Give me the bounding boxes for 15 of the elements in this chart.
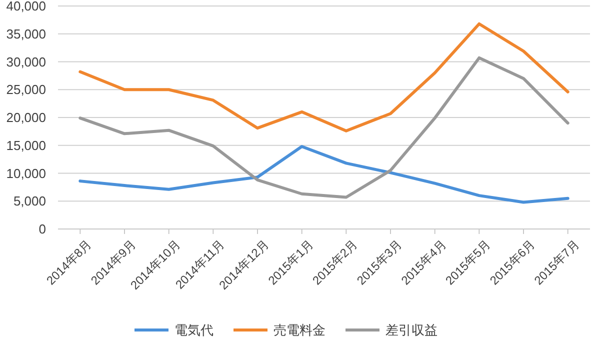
y-tick-label: 30,000: [6, 54, 46, 70]
y-tick-label: 35,000: [6, 26, 46, 42]
y-tick-label: 20,000: [6, 110, 46, 126]
legend-label: 差引収益: [386, 322, 438, 338]
line-series: [78, 22, 570, 132]
y-tick-label: 5,000: [13, 194, 46, 209]
y-tick-label: 25,000: [6, 82, 46, 98]
y-tick-label: 0: [38, 222, 46, 237]
line-series: [78, 56, 570, 199]
line-series: [78, 144, 570, 204]
legend-label: 売電料金: [274, 322, 326, 338]
legend-label: 電気代: [174, 322, 214, 338]
y-tick-label: 10,000: [6, 166, 46, 181]
y-tick-label: 15,000: [6, 138, 46, 153]
y-tick-label: 40,000: [6, 0, 46, 14]
